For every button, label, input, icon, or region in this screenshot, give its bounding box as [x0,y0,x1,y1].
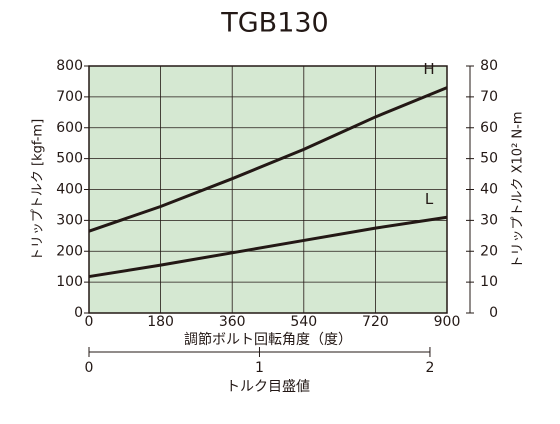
y2-axis-label: トリップトルク X10² N-m [511,111,526,268]
x-tick-label: 360 [219,314,246,330]
y-tick-label: 100 [56,274,83,290]
series-label: L [425,190,434,208]
x2-tick-label: 0 [85,360,94,376]
x-tick-label: 720 [362,314,389,330]
series-label: H [423,60,434,78]
y2-tick-label: 0 [489,305,498,321]
y-tick-label: 0 [74,305,83,321]
y2-tick-label: 40 [480,182,498,198]
plot-frame [88,65,448,314]
x-tick-label: 0 [85,314,94,330]
x2-tick-label: 1 [255,360,264,376]
x-tick-label: 180 [147,314,174,330]
y-axis-label: トリップトルク [kgf-m] [31,119,46,261]
y2-tick-label: 50 [480,151,498,167]
y-tick-label: 700 [56,89,83,105]
x2-tick-label: 2 [425,360,434,376]
x-axis-label: 調節ボルト回転角度（度） [184,331,352,348]
y-tick-label: 600 [56,120,83,136]
y2-tick-label: 10 [480,274,498,290]
y2-tick-label: 70 [480,89,498,105]
series-line [88,215,448,279]
y2-tick-label: 80 [480,58,498,74]
x-tick-label: 540 [290,314,317,330]
y-tick-label: 200 [56,243,83,259]
chart-title: TGB130 [220,8,328,39]
y-tick-label: 400 [56,182,83,198]
y-tick-label: 500 [56,151,83,167]
x-tick-label: 900 [434,314,461,330]
y-tick-label: 300 [56,212,83,228]
series-line [88,86,448,233]
y-tick-label: 800 [56,58,83,74]
y2-tick-label: 30 [480,212,498,228]
y2-tick-label: 20 [480,243,498,259]
y2-tick-label: 60 [480,120,498,136]
x2-axis-label: トルク目盛値 [226,379,310,395]
